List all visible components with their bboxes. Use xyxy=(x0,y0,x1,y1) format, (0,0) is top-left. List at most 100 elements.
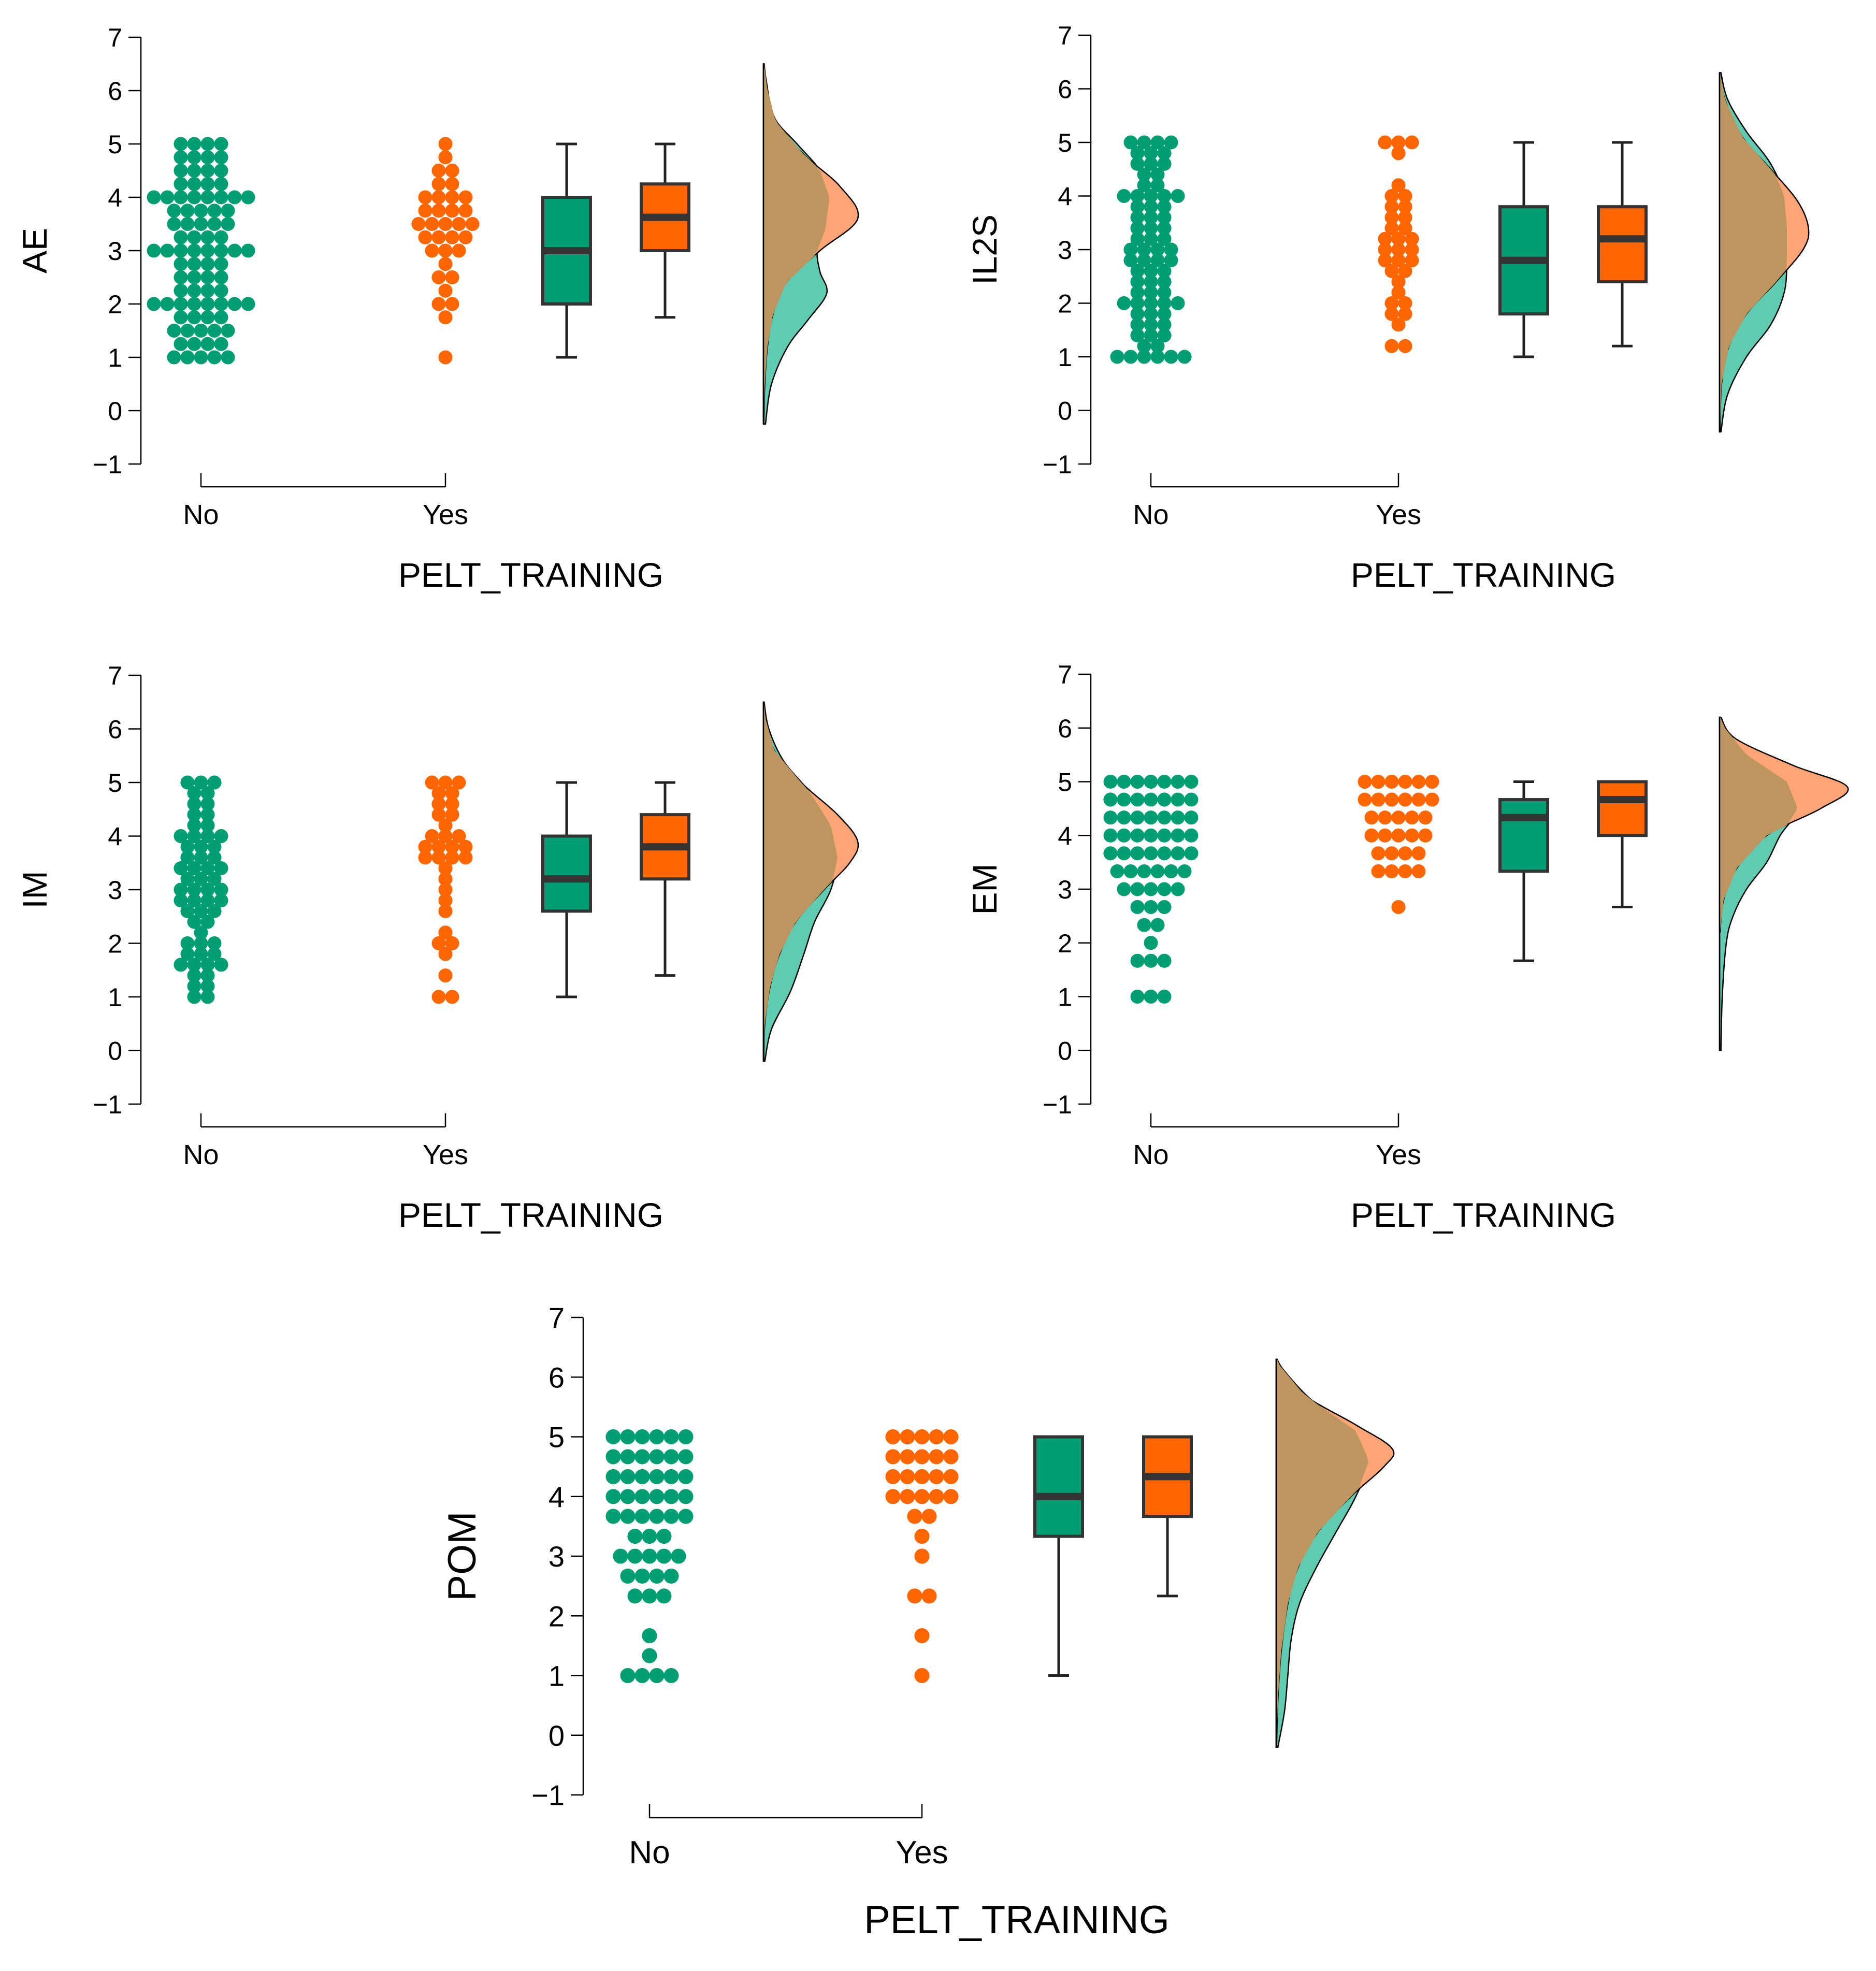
box-no xyxy=(1498,798,1549,873)
data-point-no xyxy=(1137,350,1151,364)
data-point-no xyxy=(180,204,195,218)
data-point-yes xyxy=(1405,242,1419,257)
data-point-no xyxy=(1171,810,1185,825)
y-tick-label: 2 xyxy=(108,930,122,959)
data-point-yes xyxy=(929,1449,944,1465)
data-point-no xyxy=(200,283,215,298)
data-point-no xyxy=(1130,953,1145,968)
data-point-yes xyxy=(1391,900,1406,915)
data-point-no xyxy=(214,190,228,205)
data-point-no xyxy=(1150,242,1165,257)
density-overlap xyxy=(763,64,829,424)
data-point-yes xyxy=(445,297,459,311)
data-point-no xyxy=(214,297,228,311)
data-point-yes xyxy=(431,297,446,311)
data-point-no xyxy=(207,775,222,790)
data-point-no xyxy=(187,257,201,271)
data-point-no xyxy=(241,243,255,258)
y-tick-label: 4 xyxy=(1058,182,1072,211)
data-point-yes xyxy=(458,190,473,205)
data-point-no xyxy=(1164,864,1178,879)
x-axis-title: PELT_TRAINING xyxy=(864,1898,1170,1942)
data-point-no xyxy=(174,310,188,325)
y-tick-label: 7 xyxy=(1058,21,1072,50)
data-point-no xyxy=(1117,810,1131,825)
data-point-no xyxy=(1164,135,1178,150)
data-point-no xyxy=(1157,210,1172,225)
data-point-yes xyxy=(445,936,459,951)
data-point-no xyxy=(605,1489,621,1504)
panel-ae: −1 0 1 2 3 4 5 6 7 No Yes PELT_TRAINING AE xyxy=(16,23,859,594)
data-point-no xyxy=(1157,953,1172,968)
y-tick-label: 3 xyxy=(108,237,122,266)
data-point-yes xyxy=(438,861,453,876)
data-point-no xyxy=(174,190,188,205)
data-point-no xyxy=(663,1668,679,1684)
data-point-yes xyxy=(1378,242,1392,257)
data-point-yes xyxy=(438,243,453,258)
box-no xyxy=(541,834,592,913)
data-point-no xyxy=(1150,350,1165,364)
data-point-no xyxy=(214,243,228,258)
data-point-no xyxy=(627,1588,643,1604)
data-point-yes xyxy=(431,839,446,854)
data-point-no xyxy=(200,958,215,972)
y-tick-label: 0 xyxy=(549,1719,565,1752)
data-point-yes xyxy=(1384,264,1399,278)
data-point-yes xyxy=(1384,864,1399,879)
data-point-no xyxy=(1123,242,1138,257)
data-point-no xyxy=(221,204,235,218)
data-point-yes xyxy=(1411,792,1426,807)
data-point-no xyxy=(227,297,242,311)
data-point-no xyxy=(1184,846,1199,861)
y-tick-label: 7 xyxy=(108,23,122,52)
data-point-yes xyxy=(445,270,459,285)
data-point-no xyxy=(200,257,215,271)
data-point-no xyxy=(1117,774,1131,789)
data-point-yes xyxy=(418,190,432,205)
data-point-no xyxy=(634,1568,650,1584)
data-point-yes xyxy=(1405,810,1419,825)
data-point-no xyxy=(1110,350,1124,364)
data-point-no xyxy=(1171,882,1185,896)
data-point-no xyxy=(1137,339,1151,353)
data-point-no xyxy=(1144,210,1158,225)
data-point-no xyxy=(678,1489,694,1504)
data-point-yes xyxy=(438,350,453,365)
data-point-no xyxy=(1137,167,1151,182)
data-point-no xyxy=(174,177,188,191)
data-point-no xyxy=(649,1489,665,1504)
data-point-no xyxy=(180,947,195,961)
data-point-yes xyxy=(431,990,446,1004)
data-point-no xyxy=(663,1568,679,1584)
data-point-no xyxy=(1144,328,1158,343)
data-point-yes xyxy=(1364,828,1379,843)
data-point-yes xyxy=(943,1489,959,1504)
data-point-yes xyxy=(1398,199,1412,214)
data-point-no xyxy=(1103,810,1118,825)
data-point-no xyxy=(1184,828,1199,843)
data-point-no xyxy=(649,1509,665,1524)
y-tick-label: 0 xyxy=(1058,397,1072,426)
data-point-no xyxy=(174,893,188,908)
y-tick-label: 0 xyxy=(1058,1036,1072,1065)
data-point-no xyxy=(678,1429,694,1445)
density-overlap xyxy=(1720,73,1787,432)
data-point-no xyxy=(1130,146,1145,161)
data-point-no xyxy=(1150,178,1165,193)
data-point-no xyxy=(627,1548,643,1564)
y-tick-label: 6 xyxy=(108,77,122,106)
data-point-yes xyxy=(458,230,473,244)
data-point-yes xyxy=(431,190,446,205)
data-point-yes xyxy=(1371,846,1386,861)
data-point-no xyxy=(174,257,188,271)
data-point-no xyxy=(200,990,215,1004)
data-point-no xyxy=(1117,296,1131,311)
data-point-no xyxy=(194,925,208,940)
data-point-no xyxy=(1157,199,1172,214)
data-point-no xyxy=(200,818,215,833)
y-tick-label: 0 xyxy=(108,1037,122,1066)
data-point-no xyxy=(200,337,215,351)
data-point-yes xyxy=(431,786,446,801)
data-point-no xyxy=(1103,774,1118,789)
